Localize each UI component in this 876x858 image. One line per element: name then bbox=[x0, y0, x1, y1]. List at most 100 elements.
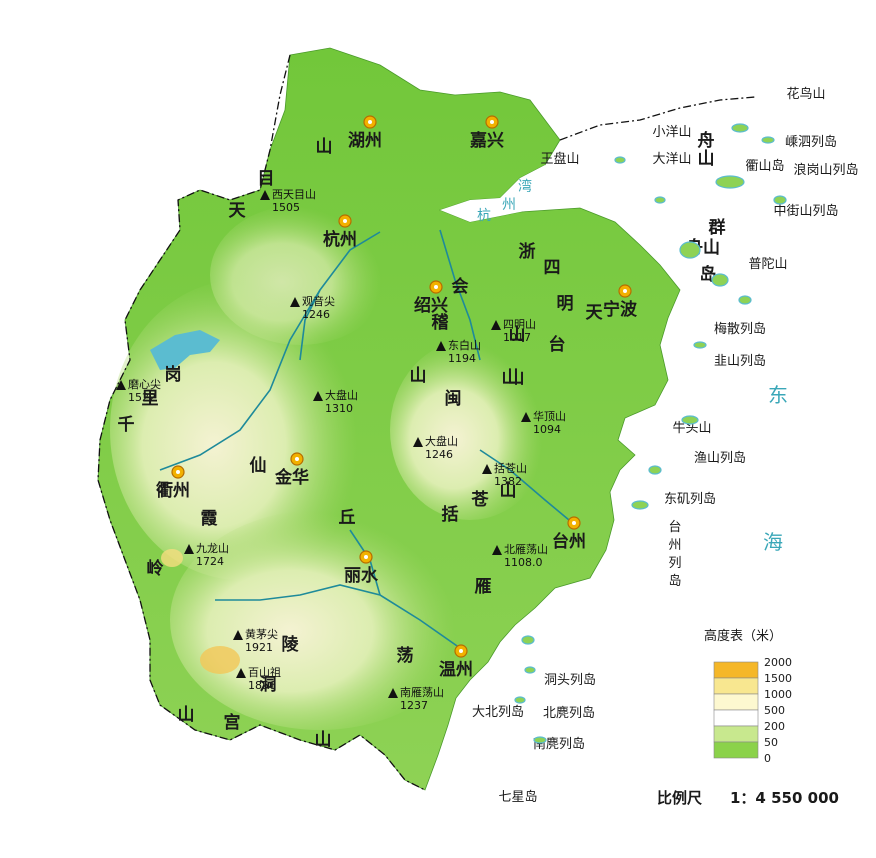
legend-level-2: 1000 bbox=[764, 688, 792, 701]
island-label-0: 花鸟山 bbox=[786, 86, 825, 102]
peak-triangle-1 bbox=[290, 297, 300, 307]
highland-north bbox=[210, 205, 390, 345]
island-label-9: 梅散列岛 bbox=[714, 321, 766, 337]
peak-triangle-13 bbox=[388, 688, 398, 698]
range-char-27: 明 bbox=[557, 294, 574, 314]
peak-name-13: 南雁荡山 bbox=[400, 686, 444, 699]
city-marker-center-4 bbox=[623, 289, 627, 293]
city-marker-center-0 bbox=[368, 120, 372, 124]
peak-triangle-10 bbox=[492, 545, 502, 555]
island-label-6: 王盘山 bbox=[540, 151, 579, 167]
island-label-11: 牛头山 bbox=[672, 421, 711, 436]
city-marker-center-9 bbox=[459, 649, 463, 653]
range-char-29: 台 bbox=[549, 334, 566, 355]
vertical-char-5: 台 bbox=[668, 520, 681, 535]
island-label-4: 衢山岛 bbox=[745, 158, 784, 174]
peak-triangle-8 bbox=[482, 464, 492, 474]
island-shape-15 bbox=[654, 196, 666, 204]
island-label-1: 小洋山 bbox=[652, 125, 691, 140]
legend-level-1: 1500 bbox=[764, 672, 792, 685]
peak-name-8: 括苍山 bbox=[494, 461, 527, 475]
island-shape-0 bbox=[731, 123, 749, 133]
peak-name-11: 黄茅尖 bbox=[245, 627, 278, 641]
peak-name-1: 观音尖 bbox=[302, 294, 335, 308]
island-label-12: 渔山列岛 bbox=[694, 450, 746, 466]
island-label-16: 大北列岛 bbox=[472, 704, 524, 720]
peak-elevation-11: 1921 bbox=[245, 641, 273, 654]
legend-level-0: 2000 bbox=[764, 656, 792, 669]
island-label-8: 普陀山 bbox=[748, 256, 787, 272]
island-shape-16 bbox=[614, 156, 626, 164]
legend-level-3: 500 bbox=[764, 704, 785, 717]
island-shape-3 bbox=[773, 195, 787, 205]
city-marker-center-3 bbox=[434, 285, 438, 289]
island-shape-10 bbox=[631, 500, 649, 510]
range-char-12: 括 bbox=[442, 504, 459, 525]
peak-elevation-13: 1237 bbox=[400, 699, 428, 712]
peak-elevation-12: 1856 bbox=[248, 679, 276, 692]
peak-elevation-10: 1108.0 bbox=[504, 556, 543, 569]
range-char-5: 岗 bbox=[165, 364, 182, 385]
island-label-3: 大洋山 bbox=[652, 152, 691, 167]
peak-triangle-5 bbox=[313, 391, 323, 401]
range-char-9: 洞 bbox=[260, 675, 277, 695]
peak-name-6: 华顶山 bbox=[533, 409, 566, 423]
peak-name-3: 东白山 bbox=[448, 338, 481, 352]
range-char-20: 闽 bbox=[445, 388, 462, 409]
peak-elevation-2: 1017 bbox=[503, 331, 531, 344]
fuchun-river bbox=[299, 289, 321, 361]
peak-elevation-5: 1310 bbox=[325, 402, 353, 415]
vertical-char-6: 州 bbox=[668, 538, 681, 553]
water-label-1: 海 bbox=[763, 530, 783, 554]
vertical-char-1: 山 bbox=[698, 149, 715, 169]
peak-area-baishanzu bbox=[200, 646, 240, 674]
range-char-30: 山 bbox=[508, 368, 525, 388]
hangzhou-bay bbox=[440, 165, 560, 222]
legend-level-6: 0 bbox=[764, 752, 771, 765]
water-label-4: 湾 bbox=[518, 178, 532, 195]
range-char-19: 丘 bbox=[339, 508, 356, 528]
legend-swatch-3 bbox=[713, 709, 759, 727]
peak-name-9: 九龙山 bbox=[196, 542, 229, 555]
northern-boundary bbox=[559, 96, 756, 141]
range-char-24: 会 bbox=[452, 276, 469, 297]
cao-e-river bbox=[439, 229, 481, 361]
island-shape-14 bbox=[533, 736, 547, 744]
island-label-10: 韭山列岛 bbox=[714, 353, 766, 369]
island-shape-7 bbox=[693, 341, 707, 349]
island-shape-1 bbox=[761, 136, 775, 144]
peak-elevation-0: 1505 bbox=[272, 201, 300, 214]
island-label-7: 中街山列岛 bbox=[773, 203, 838, 219]
peak-elevation-9: 1724 bbox=[196, 555, 224, 568]
island-shape-5 bbox=[711, 273, 729, 287]
range-char-2: 山 bbox=[316, 137, 333, 157]
peak-triangle-2 bbox=[491, 320, 501, 330]
island-shape-9 bbox=[648, 465, 662, 475]
peak-name-2: 四明山 bbox=[503, 318, 536, 331]
range-char-6: 仙 bbox=[250, 455, 267, 476]
range-char-31: 山 bbox=[502, 368, 519, 388]
jiao-river bbox=[479, 449, 576, 526]
city-label-3: 绍兴 bbox=[414, 295, 448, 316]
range-char-13: 苍 bbox=[471, 489, 490, 510]
range-char-1: 目 bbox=[258, 169, 275, 189]
island-shape-6 bbox=[738, 295, 752, 305]
range-char-14: 山 bbox=[500, 481, 517, 501]
island-shape-8 bbox=[681, 415, 699, 425]
city-label-5: 金华 bbox=[274, 467, 309, 488]
water-label-2: 杭 bbox=[477, 208, 491, 224]
legend-title: 高度表（米） bbox=[704, 628, 782, 644]
range-char-26: 四 bbox=[544, 258, 561, 278]
peak-elevation-1: 1246 bbox=[302, 308, 330, 321]
peak-name-12: 百山祖 bbox=[248, 665, 281, 679]
legend-swatch-2 bbox=[713, 693, 759, 711]
city-label-4: 宁波 bbox=[603, 299, 638, 320]
qiantang-river bbox=[159, 231, 381, 471]
range-char-3: 千 bbox=[118, 415, 135, 435]
city-marker-center-2 bbox=[343, 219, 347, 223]
peak-name-4: 磨心尖 bbox=[128, 378, 161, 391]
legend-swatch-1 bbox=[713, 677, 759, 695]
